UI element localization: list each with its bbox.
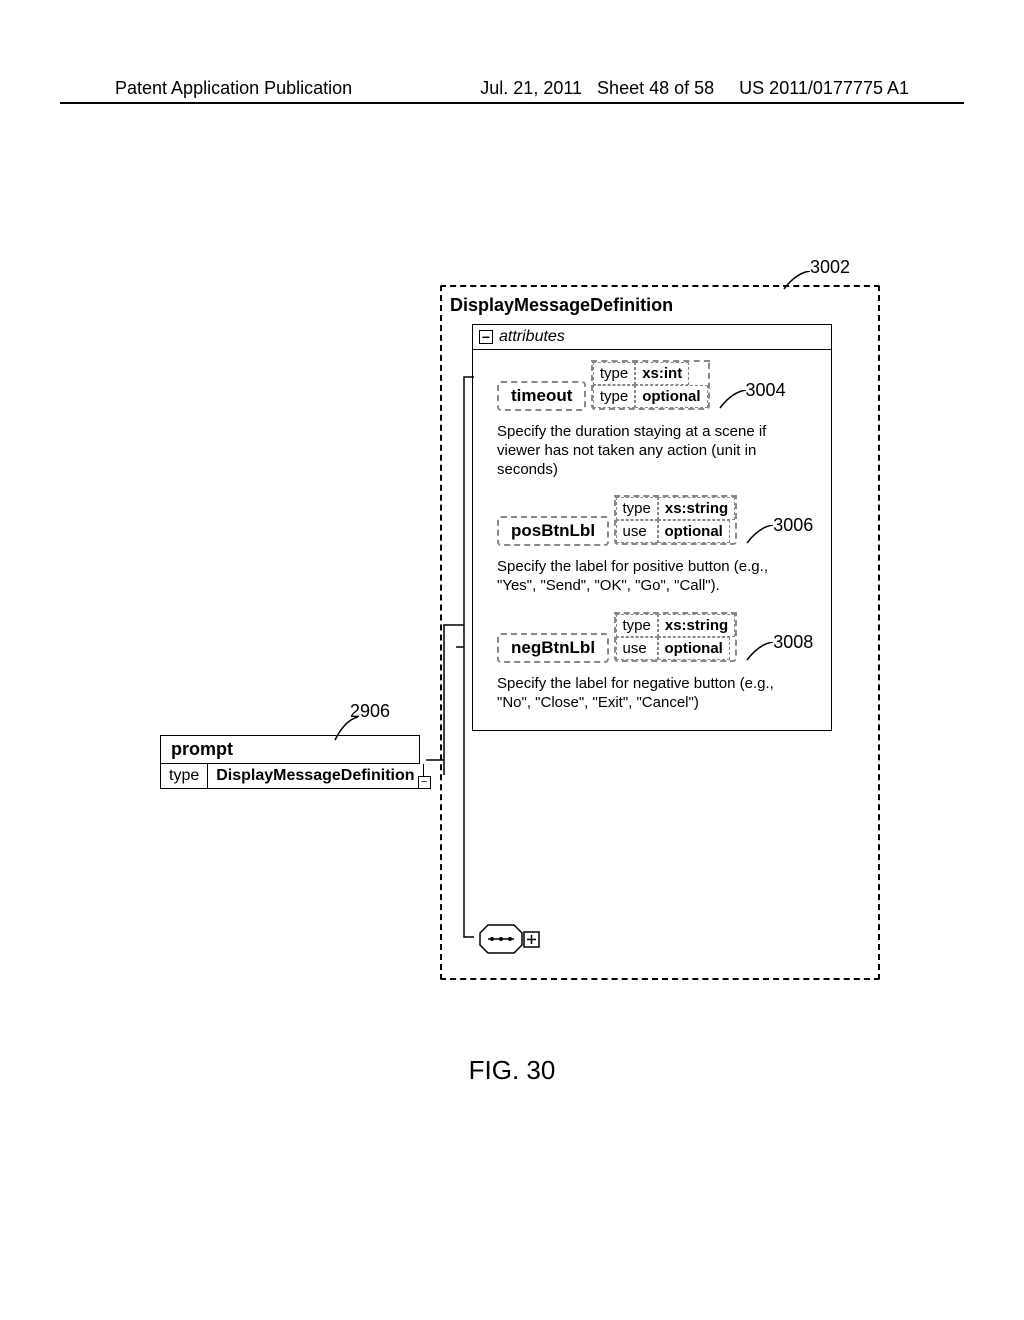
figure-caption: FIG. 30 xyxy=(0,1055,1024,1086)
attr-name: timeout xyxy=(497,381,586,411)
header-divider xyxy=(60,102,964,104)
attr-rows: typexs:int typeoptional xyxy=(591,360,710,410)
prompt-type-label: type xyxy=(160,764,208,789)
sequence-symbol xyxy=(474,923,546,962)
attr-name: posBtnLbl xyxy=(497,516,609,546)
page-header: Patent Application Publication Jul. 21, … xyxy=(0,78,1024,99)
attr-rows: typexs:string useoptional xyxy=(614,612,738,662)
callout-3004: 3004 xyxy=(746,380,786,401)
prompt-type-value: DisplayMessageDefinition xyxy=(208,764,423,789)
sequence-icon xyxy=(474,923,546,957)
collapse-icon: − xyxy=(479,330,493,344)
header-right: Jul. 21, 2011 Sheet 48 of 58 US 2011/017… xyxy=(480,78,909,99)
prompt-element: prompt type DisplayMessageDefinition − xyxy=(160,735,424,789)
attributes-body: timeout typexs:int typeoptional 3004 Spe… xyxy=(473,350,831,730)
attributes-group: − attributes timeout typexs:int typeopti… xyxy=(472,324,832,731)
callout-3008: 3008 xyxy=(773,632,813,653)
callout-3002: 3002 xyxy=(810,257,850,278)
definition-box: DisplayMessageDefinition − attributes ti… xyxy=(440,285,880,980)
prompt-name: prompt xyxy=(160,735,420,764)
attr-negbtnlbl: negBtnLbl typexs:string useoptional 3008… xyxy=(497,614,821,713)
attr-rows: typexs:string useoptional xyxy=(614,495,738,545)
attr-name: negBtnLbl xyxy=(497,633,609,663)
prompt-type-row: type DisplayMessageDefinition − xyxy=(160,764,424,789)
branch-line-icon xyxy=(456,347,476,957)
attributes-header: − attributes xyxy=(473,325,831,350)
expand-handle-icon: − xyxy=(418,776,431,789)
attr-desc: Specify the label for positive button (e… xyxy=(497,558,807,596)
callout-3006: 3006 xyxy=(773,515,813,536)
attr-posbtnlbl: posBtnLbl typexs:string useoptional 3006… xyxy=(497,497,821,596)
definition-title: DisplayMessageDefinition xyxy=(442,295,878,316)
header-left: Patent Application Publication xyxy=(115,78,352,99)
attr-desc: Specify the label for negative button (e… xyxy=(497,675,807,713)
attr-desc: Specify the duration staying at a scene … xyxy=(497,423,807,479)
attributes-label: attributes xyxy=(499,328,565,346)
attr-timeout: timeout typexs:int typeoptional 3004 Spe… xyxy=(497,362,821,479)
